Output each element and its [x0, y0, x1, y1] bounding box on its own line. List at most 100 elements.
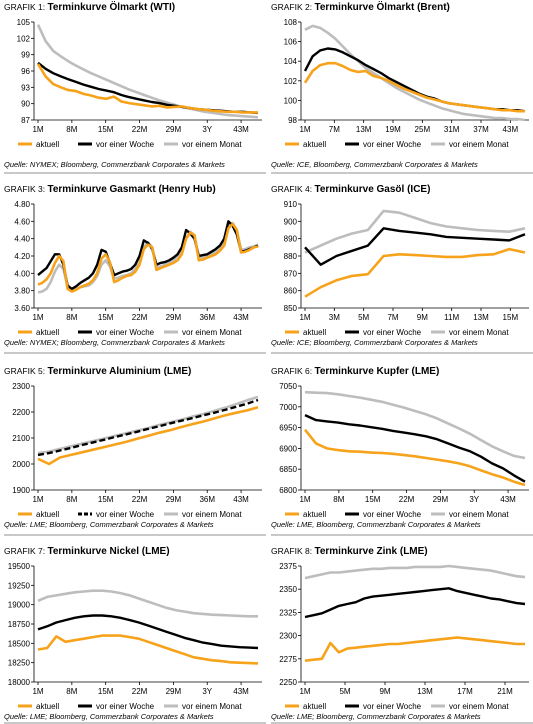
x-tick-label: 8M: [66, 125, 77, 134]
x-tick-label: 29M: [166, 313, 182, 322]
series-line-vor-einer-Woche: [304, 587, 526, 619]
y-tick-label: 2000: [12, 460, 30, 469]
legend-label: vor einem Monat: [182, 140, 242, 149]
legend-label: vor einem Monat: [449, 702, 509, 711]
x-tick-label: 22M: [132, 687, 148, 696]
chart-title-text: Terminkurve Kupfer (LME): [314, 366, 440, 377]
x-tick-label: 9M: [417, 313, 428, 322]
legend-label: aktuell: [303, 328, 326, 337]
x-tick-label: 13M: [356, 125, 372, 134]
series-line-vor-einer-Woche: [304, 227, 526, 266]
series-line-aktuell: [304, 247, 526, 298]
y-tick-label: 102: [284, 77, 298, 86]
y-tick-label: 108: [284, 18, 298, 27]
x-tick-label: 43M: [500, 495, 516, 504]
legend-label: vor einer Woche: [96, 140, 155, 149]
chart-source: Quelle: LME; Bloomberg, Commerzbank Corp…: [4, 712, 214, 721]
y-tick-label: 104: [284, 57, 298, 66]
x-tick-label: 15M: [365, 495, 381, 504]
series-line-vor-einem-Monat: [37, 395, 259, 455]
x-tick-label: 31M: [444, 125, 460, 134]
series-line-aktuell: [37, 634, 259, 665]
y-tick-label: 850: [284, 304, 298, 313]
chart-title: GRAFIK 1: Terminkurve Ölmarkt (WTI): [4, 2, 175, 13]
x-tick-label: 11M: [444, 313, 459, 322]
x-tick-label: 1M: [32, 125, 43, 134]
chart-title-text: Terminkurve Zink (LME): [314, 546, 428, 557]
y-tick-label: 2100: [12, 434, 30, 443]
y-tick-label: 18000: [8, 678, 31, 687]
x-tick-label: 15M: [98, 125, 114, 134]
x-tick-label: 43M: [233, 495, 249, 504]
y-tick-label: 96: [21, 67, 30, 76]
y-tick-label: 4.80: [14, 200, 30, 209]
y-tick-label: 19250: [8, 581, 31, 590]
x-tick-label: 5M: [358, 313, 369, 322]
y-tick-label: 7050: [279, 382, 297, 391]
y-tick-label: 2300: [12, 382, 30, 391]
y-tick-label: 98: [288, 116, 297, 125]
y-tick-label: 18750: [8, 620, 31, 629]
series-line-aktuell: [303, 428, 526, 487]
y-tick-label: 19500: [8, 562, 31, 571]
line-chart: 98 100 102 104 106 108 1M 7M 13M 19M 25M 31M 37M 43M a…: [284, 18, 529, 149]
line-chart: 87 90 93 96 99 102 105 1M 8M 15M 22M 29M 3Y 43M aktuel…: [17, 18, 262, 149]
y-tick-label: 2350: [279, 585, 297, 594]
y-tick-label: 6900: [279, 444, 297, 453]
divider: [4, 352, 266, 354]
x-tick-label: 43M: [233, 313, 249, 322]
series-line-vor-einem-Monat: [304, 209, 526, 254]
y-tick-label: 2375: [279, 562, 297, 571]
x-tick-label: 22M: [399, 495, 415, 504]
legend-label: vor einer Woche: [96, 328, 155, 337]
x-tick-label: 3Y: [202, 125, 212, 134]
x-tick-label: 8M: [66, 313, 77, 322]
legend-label: vor einem Monat: [182, 702, 242, 711]
chart-title-text: Terminkurve Gasöl (ICE): [314, 184, 431, 195]
legend-label: vor einem Monat: [449, 328, 509, 337]
x-tick-label: 7M: [329, 125, 340, 134]
x-tick-label: 29M: [166, 495, 182, 504]
chart-title: GRAFIK 7: Terminkurve Nickel (LME): [4, 546, 170, 557]
y-tick-label: 3.60: [14, 304, 30, 313]
chart-title: GRAFIK 5: Terminkurve Aluminium (LME): [4, 366, 191, 377]
chart-title: GRAFIK 6: Terminkurve Kupfer (LME): [271, 366, 439, 377]
y-tick-label: 890: [284, 235, 298, 244]
x-tick-label: 29M: [166, 125, 182, 134]
y-tick-label: 2275: [279, 655, 297, 664]
line-chart: 18000 18250 18500 18750 19000 19250 19500 1M 8M 1…: [8, 562, 262, 711]
y-tick-label: 100: [284, 96, 298, 105]
chart-title-prefix: GRAFIK 1:: [4, 2, 48, 12]
x-tick-label: 3M: [329, 313, 340, 322]
line-chart: 850 860 870 880 890 900 910 1M 3M 5M 7M 9M 11M 13M 15M…: [284, 200, 529, 337]
chart-title-prefix: GRAFIK 4:: [271, 184, 315, 194]
legend-label: vor einer Woche: [363, 510, 422, 519]
x-tick-label: 43M: [503, 125, 519, 134]
x-tick-label: 13M: [473, 313, 489, 322]
series-line-vor-einer-Woche: [304, 414, 526, 483]
series-line-vor-einem-Monat: [36, 24, 259, 119]
x-tick-label: 9M: [379, 687, 390, 696]
legend-label: aktuell: [303, 140, 326, 149]
chart-source: Quelle: NYMEX; Bloomberg, Commerzbank Co…: [4, 338, 225, 347]
y-tick-label: 2250: [279, 678, 297, 687]
x-tick-label: 22M: [132, 313, 148, 322]
series-line-aktuell: [304, 636, 525, 662]
chart-title-prefix: GRAFIK 5:: [4, 366, 48, 376]
y-tick-label: 2300: [279, 632, 297, 641]
chart-source: Quelle: ICE; Bloomberg, Commerzbank Corp…: [271, 338, 478, 347]
chart-title-prefix: GRAFIK 7:: [4, 546, 48, 556]
chart-title: GRAFIK 8: Terminkurve Zink (LME): [271, 546, 428, 557]
y-tick-label: 4.40: [14, 235, 30, 244]
series-line-vor-einer-Woche: [303, 47, 526, 113]
x-tick-label: 15M: [98, 313, 114, 322]
chart-title-text: Terminkurve Nickel (LME): [47, 546, 170, 557]
chart-title: GRAFIK 2: Terminkurve Ölmarkt (Brent): [271, 2, 450, 13]
chart-source: Quelle: LME; Bloomberg, Commerzbank Corp…: [4, 520, 214, 529]
legend-label: vor einer Woche: [363, 328, 422, 337]
y-tick-label: 6800: [279, 486, 297, 495]
divider: [4, 722, 266, 724]
chart-source: Quelle: NYMEX; Bloomberg, Commerzbank Co…: [4, 160, 225, 169]
legend-label: aktuell: [36, 328, 59, 337]
chart-title-text: Terminkurve Aluminium (LME): [47, 366, 192, 377]
